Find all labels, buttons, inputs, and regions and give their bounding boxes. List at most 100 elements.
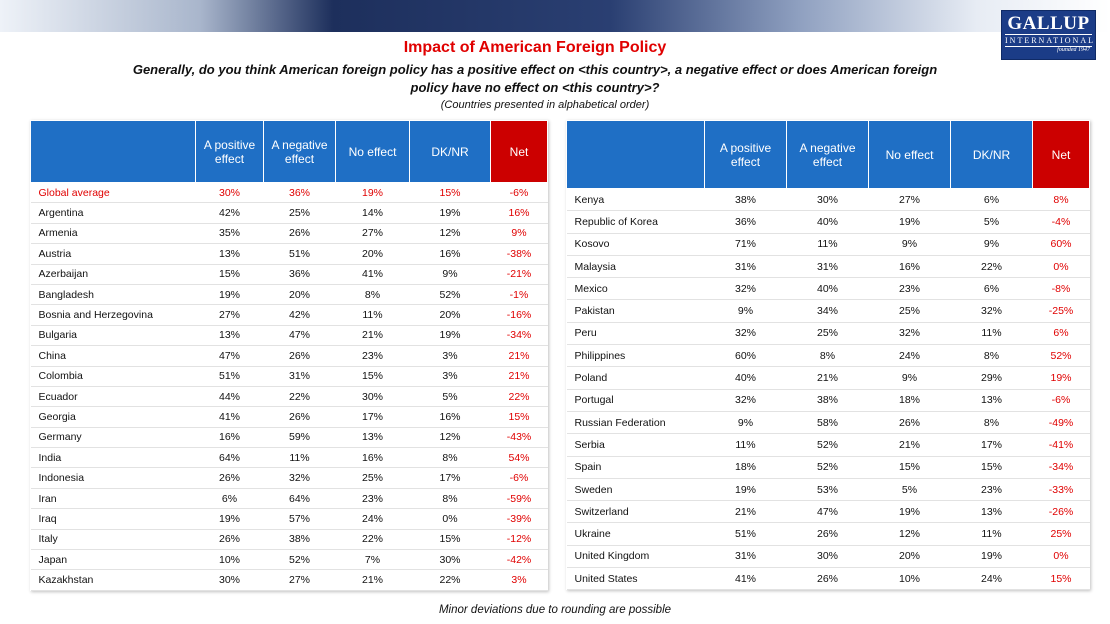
cell: 19% xyxy=(335,182,410,204)
row: Indonesia 26% 32% 25% 17% -6% xyxy=(30,467,548,489)
cell: 30% xyxy=(335,386,410,408)
cell: 13% xyxy=(950,389,1033,412)
row-label: Bulgaria xyxy=(30,325,196,347)
cell: -41% xyxy=(1032,433,1090,457)
cell: 30% xyxy=(409,549,491,571)
cell: -34% xyxy=(1032,456,1090,479)
cell: 22% xyxy=(263,386,336,408)
cell: 16% xyxy=(409,243,491,265)
cell: 26% xyxy=(263,406,336,428)
cell: 22% xyxy=(409,569,491,591)
row-label: United States xyxy=(566,567,705,591)
row: Kazakhstan 30% 27% 21% 22% 3% xyxy=(30,569,548,591)
row-label: Colombia xyxy=(30,366,196,387)
row: United States 41% 26% 10% 24% 15% xyxy=(566,567,1090,591)
cell: -39% xyxy=(490,508,548,530)
cell: 58% xyxy=(786,411,869,435)
cell: 15% xyxy=(490,406,548,428)
cell: 15% xyxy=(868,456,951,479)
cell: 15% xyxy=(950,456,1033,479)
cell: 30% xyxy=(786,188,869,212)
cell: -6% xyxy=(1032,389,1090,412)
row-label: Portugal xyxy=(566,389,705,412)
cell: -38% xyxy=(490,243,548,265)
cell: 17% xyxy=(409,467,491,489)
row: Mexico 32% 40% 23% 6% -8% xyxy=(566,277,1090,301)
cell: 26% xyxy=(868,411,951,435)
row: United Kingdom 31% 30% 20% 19% 0% xyxy=(566,545,1090,569)
cell: 26% xyxy=(786,522,869,546)
row-label: Austria xyxy=(30,243,196,265)
cell: 32% xyxy=(868,322,951,346)
row-label: United Kingdom xyxy=(566,545,705,569)
cell: 38% xyxy=(786,389,869,412)
cell: 15% xyxy=(1032,567,1090,591)
column-header: No effect xyxy=(335,120,410,183)
cell: 13% xyxy=(950,500,1033,524)
cell: 18% xyxy=(868,389,951,412)
cell: 11% xyxy=(950,322,1033,346)
cell: 17% xyxy=(335,406,410,428)
cell: 16% xyxy=(490,202,548,224)
row: Global average 30% 36% 19% 15% -6% xyxy=(30,182,548,204)
cell: 52% xyxy=(409,284,491,306)
cell: 38% xyxy=(263,529,336,551)
row-label: Georgia xyxy=(30,406,196,428)
row: Pakistan 9% 34% 25% 32% -25% xyxy=(566,299,1090,323)
cell: 36% xyxy=(263,182,336,204)
column-header: A negative effect xyxy=(263,120,336,183)
row-label: Armenia xyxy=(30,223,196,245)
row: Bosnia and Herzegovina 27% 42% 11% 20% -16% xyxy=(30,304,548,326)
cell: 40% xyxy=(786,277,869,301)
cell: 26% xyxy=(263,223,336,245)
cell: 8% xyxy=(409,447,491,469)
cell: -49% xyxy=(1032,411,1090,435)
cell: 52% xyxy=(263,549,336,571)
cell: -8% xyxy=(1032,277,1090,301)
cell: 32% xyxy=(704,277,787,301)
cell: 16% xyxy=(195,427,264,449)
cell: 51% xyxy=(704,522,787,546)
cell: 0% xyxy=(409,508,491,530)
row-label: Kosovo xyxy=(566,233,705,256)
cell: 25% xyxy=(335,467,410,489)
row-label: Iraq xyxy=(30,508,196,530)
cell: 0% xyxy=(1032,545,1090,569)
cell: 13% xyxy=(335,427,410,449)
row-label: Ecuador xyxy=(30,386,196,408)
cell: -21% xyxy=(490,264,548,285)
cell: 31% xyxy=(704,255,787,279)
cell: 30% xyxy=(786,545,869,569)
cell: 32% xyxy=(263,467,336,489)
cell: 25% xyxy=(868,299,951,323)
cell: 9% xyxy=(704,411,787,435)
cell: 5% xyxy=(950,210,1033,234)
row: Colombia 51% 31% 15% 3% 21% xyxy=(30,366,548,387)
cell: 19% xyxy=(868,500,951,524)
row-label: Bosnia and Herzegovina xyxy=(30,304,196,326)
row-label: Peru xyxy=(566,322,705,346)
cell: 51% xyxy=(195,366,264,387)
row: China 47% 26% 23% 3% 21% xyxy=(30,345,548,367)
cell: 23% xyxy=(868,277,951,301)
cell: 47% xyxy=(263,325,336,347)
row: Bangladesh 19% 20% 8% 52% -1% xyxy=(30,284,548,306)
cell: 36% xyxy=(263,264,336,285)
column-header: A positive effect xyxy=(704,120,787,189)
header-row: A positive effect A negative effect No eff… xyxy=(566,120,1090,189)
row-label: China xyxy=(30,345,196,367)
cell: 21% xyxy=(335,569,410,591)
cell: 52% xyxy=(1032,344,1090,368)
cell: 11% xyxy=(786,233,869,256)
cell: 25% xyxy=(786,322,869,346)
cell: 20% xyxy=(335,243,410,265)
header-row: A positive effect A negative effect No eff… xyxy=(30,120,548,183)
row: Iran 6% 64% 23% 8% -59% xyxy=(30,488,548,510)
row: Italy 26% 38% 22% 15% -12% xyxy=(30,529,548,551)
cell: -25% xyxy=(1032,299,1090,323)
cell: 25% xyxy=(263,202,336,224)
cell: 30% xyxy=(195,182,264,204)
column-header: A positive effect xyxy=(195,120,264,183)
cell: 57% xyxy=(263,508,336,530)
